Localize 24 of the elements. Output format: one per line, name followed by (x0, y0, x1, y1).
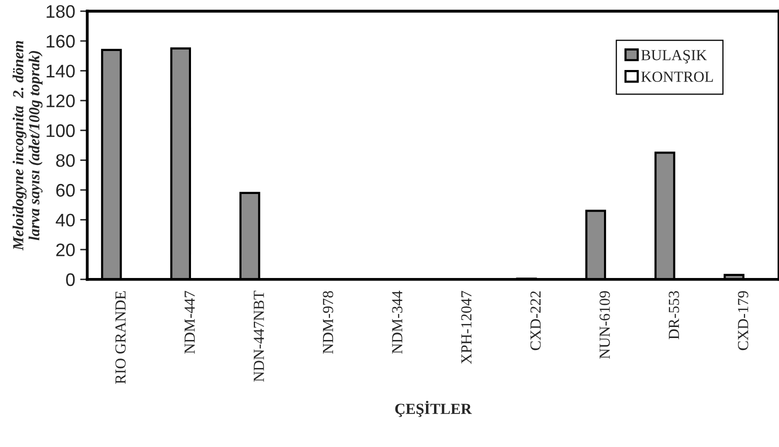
y-tick-label: 20 (56, 244, 75, 256)
x-tick-label: CXD-222 (530, 291, 541, 350)
x-tick-label: NDM-978 (322, 291, 334, 354)
y-tick-label: 160 (46, 34, 75, 48)
y-tick-label: 40 (56, 214, 75, 226)
legend-label: KONTROL (641, 72, 713, 82)
y-axis-title: Meloidogyne incognita 2. dönem larva sayısı (adet/100g toprak) (12, 40, 43, 251)
y-tick-label: 0 (66, 273, 75, 286)
x-tick-label: XPH-12047 (461, 290, 472, 364)
x-tick-label: CXD-179 (738, 291, 748, 350)
x-axis-title: ÇEŞİTLER (395, 400, 472, 418)
y-tick-label: 100 (46, 124, 75, 138)
x-tick-label: RIO GRANDE (115, 291, 126, 384)
legend-label: BULAŞIK (641, 50, 707, 64)
x-tick-label: NDM-344 (392, 290, 402, 354)
y-tick-label: 80 (56, 154, 75, 167)
y-tick-label: 120 (46, 94, 75, 108)
y-tick-label: 180 (46, 5, 75, 18)
y-tick-label: 60 (56, 184, 75, 197)
x-tick-label: DR-553 (668, 291, 680, 340)
x-tick-label: NDN-447NBT (254, 290, 264, 382)
y-tick-label: 140 (46, 64, 75, 78)
x-tick-label: NDM-447 (184, 290, 195, 354)
x-tick-label: NUN-6109 (600, 291, 610, 359)
